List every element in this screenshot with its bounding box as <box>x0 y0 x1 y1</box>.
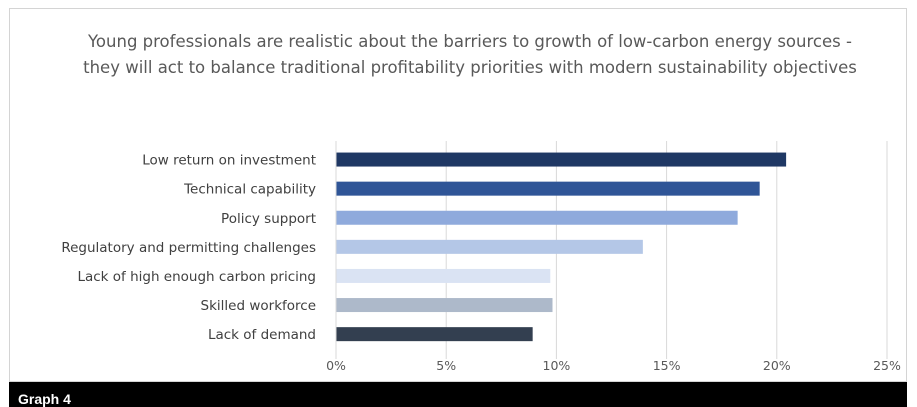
bar-1 <box>336 181 760 196</box>
category-label-4: Lack of high enough carbon pricing <box>77 269 316 285</box>
bar-0 <box>336 152 787 167</box>
category-label-1: Technical capability <box>183 182 316 198</box>
bar-5 <box>336 298 553 313</box>
x-tick-label-3: 15% <box>653 358 681 373</box>
category-label-2: Policy support <box>221 211 316 227</box>
bar-6 <box>336 327 533 342</box>
x-tick-label-5: 25% <box>873 358 901 373</box>
caption-bar: Graph 4 <box>9 382 907 407</box>
chart-title: Young professionals are realistic about … <box>83 32 857 77</box>
category-label-5: Skilled workforce <box>201 298 316 314</box>
x-tick-label-1: 5% <box>436 358 456 373</box>
graph-caption: Graph 4 <box>18 391 71 407</box>
chart-frame: Young professionals are realistic about … <box>9 8 907 382</box>
category-label-0: Low return on investment <box>142 153 316 169</box>
bar-4 <box>336 268 551 283</box>
bar-2 <box>336 210 738 225</box>
bar-chart: 0% 5% 10% 15% 20% 25% Low return on investment… <box>61 141 901 373</box>
category-label-3: Regulatory and permitting challenges <box>61 240 316 256</box>
category-label-6: Lack of demand <box>208 327 316 343</box>
x-tick-label-4: 20% <box>763 358 791 373</box>
bar-3 <box>336 239 643 254</box>
x-tick-label-0: 0% <box>326 358 346 373</box>
x-tick-label-2: 10% <box>543 358 571 373</box>
